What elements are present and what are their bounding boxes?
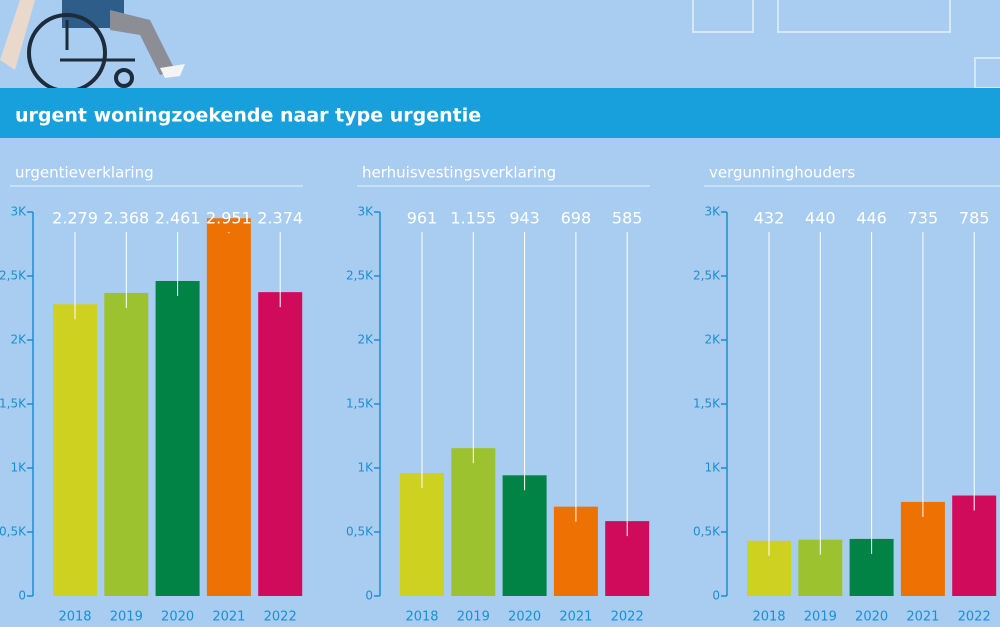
y-tick-label: 1,5K [0,397,27,411]
bar [258,292,302,596]
y-tick-label: 1,5K [693,397,721,411]
x-tick-label: 2021 [559,610,592,625]
value-label: 2.461 [155,209,201,228]
value-label: 2.368 [103,209,149,228]
value-label: 585 [612,209,643,228]
x-tick-label: 2021 [906,610,939,625]
y-tick-label: 0,5K [0,525,27,539]
x-tick-label: 2018 [58,610,91,625]
y-tick-label: 2K [704,333,721,347]
bar [451,448,495,596]
value-label: 785 [959,209,990,228]
chart-title: urgentieverklaring [15,164,154,182]
x-tick-label: 2022 [611,610,644,625]
value-label: 698 [561,209,592,228]
x-tick-label: 2020 [508,610,541,625]
bar [400,473,444,596]
y-tick-label: 0 [365,589,373,603]
y-tick-label: 1,5K [346,397,374,411]
value-label: 446 [856,209,887,228]
x-tick-label: 2019 [804,610,837,625]
y-tick-label: 1K [10,461,27,475]
chart-title: herhuisvestingsverklaring [362,164,556,182]
value-label: 2.279 [52,209,98,228]
y-tick-label: 2K [357,333,374,347]
bar [503,475,547,596]
y-tick-label: 0 [18,589,26,603]
value-label: 440 [805,209,836,228]
value-label: 432 [754,209,785,228]
bar [156,281,200,596]
value-label: 1.155 [450,209,496,228]
y-tick-label: 2,5K [346,269,374,283]
y-tick-label: 2,5K [0,269,27,283]
value-label: 943 [509,209,540,228]
infographic: urgent woningzoekende naar type urgentie… [0,0,1000,627]
value-label: 2.374 [257,209,303,228]
x-tick-label: 2021 [212,610,245,625]
x-tick-label: 2022 [264,610,297,625]
banner-title: urgent woningzoekende naar type urgentie [15,105,481,127]
x-tick-label: 2019 [110,610,143,625]
y-tick-label: 1K [704,461,721,475]
y-tick-label: 3K [704,205,721,219]
y-tick-label: 3K [10,205,27,219]
x-tick-label: 2020 [161,610,194,625]
bar [207,218,251,596]
chart-title: vergunninghouders [709,164,855,182]
y-tick-label: 0 [712,589,720,603]
y-tick-label: 2K [10,333,27,347]
bar [952,496,996,596]
x-tick-label: 2020 [855,610,888,625]
value-label: 735 [908,209,939,228]
y-tick-label: 0,5K [346,525,374,539]
value-label: 2.951 [206,209,252,228]
x-tick-label: 2022 [958,610,991,625]
bar [104,293,148,596]
bar [53,304,97,596]
x-tick-label: 2019 [457,610,490,625]
value-label: 961 [407,209,438,228]
x-tick-label: 2018 [752,610,785,625]
y-tick-label: 1K [357,461,374,475]
y-tick-label: 0,5K [693,525,721,539]
y-tick-label: 3K [357,205,374,219]
y-tick-label: 2,5K [693,269,721,283]
x-tick-label: 2018 [405,610,438,625]
